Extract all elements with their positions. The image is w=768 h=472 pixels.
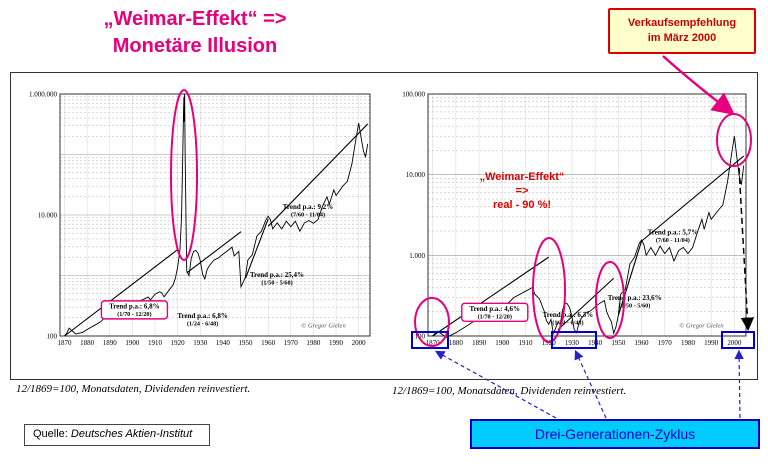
x-tick-label: 1960	[261, 339, 276, 347]
x-tick-label: 1880	[449, 339, 464, 347]
trend-label-period: (7/60 - 11/04)	[291, 212, 325, 219]
x-tick-label: 1960	[635, 339, 650, 347]
x-tick-label: 1930	[193, 339, 208, 347]
trend-label-box	[100, 300, 169, 320]
x-tick-label: 1970	[658, 339, 673, 347]
trend-label-box	[461, 302, 529, 323]
page-title-line2: Monetäre Illusion	[112, 35, 278, 57]
left-chart-caption: 12/1869=100, Monatsdaten, Dividenden rei…	[16, 383, 251, 395]
trend-label: Trend p.a.: 6,8%	[177, 312, 228, 320]
trend-line	[245, 218, 269, 279]
weimar-note-line3: real - 90 %!	[492, 199, 552, 211]
weimar-note-line1: „Weimar-Effekt“	[479, 171, 565, 183]
trend-label-period: (1/70 - 12/20)	[478, 313, 512, 320]
sell-note-line2: im März 2000	[647, 32, 717, 44]
trend-line	[432, 256, 550, 337]
source-prefix: Quelle:	[33, 428, 68, 440]
trend-label: Trend p.a.: 25,4%	[250, 271, 304, 279]
x-tick-label: 1880	[80, 339, 95, 347]
weimar-note-line2: =>	[515, 185, 529, 197]
x-tick-label: 1970	[284, 339, 299, 347]
source-name: Deutsches Aktien-Institut	[70, 428, 193, 440]
x-tick-label: 1940	[216, 339, 231, 347]
y-tick-label: 100	[47, 333, 58, 341]
y-tick-label: 1.000.000	[29, 91, 58, 99]
source-box: Quelle: Deutsches Aktien-Institut	[24, 424, 210, 446]
trend-line	[64, 249, 178, 337]
x-tick-label: 1940	[588, 339, 603, 347]
y-tick-label: 1.000	[409, 252, 425, 260]
x-tick-label: 1980	[306, 339, 321, 347]
cycle-label-box: Drei-Generationen-Zyklus	[470, 419, 760, 449]
y-tick-label: 10.000	[406, 171, 426, 179]
trend-label: Trend p.a.: 5,7%	[648, 229, 699, 237]
x-tick-label: 1950	[611, 339, 626, 347]
trend-label: Trend p.a.: 6,8%	[109, 302, 160, 310]
trend-label-period: (7/60 - 11/04)	[656, 237, 690, 244]
x-tick-label: 1990	[704, 339, 719, 347]
copyright-label: © Gregor Gielen	[679, 323, 723, 330]
trend-line	[267, 123, 369, 227]
trend-line	[641, 155, 745, 242]
x-tick-label: 1920	[542, 339, 557, 347]
x-tick-label: 1890	[103, 339, 118, 347]
chart-frame	[10, 72, 758, 380]
x-tick-label: 1920	[171, 339, 186, 347]
y-tick-label: 100.000	[402, 91, 425, 99]
x-tick-label: 1910	[148, 339, 163, 347]
x-tick-label: 1980	[681, 339, 696, 347]
right-chart-caption: 12/1869=100, Monatsdaten, Dividenden rei…	[392, 385, 627, 397]
real-index-chart: 100 1.000 10.000 100.000 1870 1880 1890 1900 191…	[402, 91, 747, 347]
trend-label-period: (1/50 - 5/60)	[619, 302, 650, 309]
y-tick-label: 100	[415, 333, 426, 341]
trend-label-period: (1/50 - 5/60)	[261, 279, 292, 286]
plot-area	[428, 94, 746, 336]
trend-label-period: (1/24 - 6/48)	[187, 321, 218, 328]
page-title-line1: „Weimar-Effekt“ =>	[103, 8, 287, 30]
trend-label-period: (1/24 - 6/48)	[552, 319, 583, 326]
sell-recommendation-note: Verkaufsempfehlung im März 2000	[608, 8, 756, 54]
y-tick-label: 10.000	[38, 212, 58, 220]
trend-label: Trend p.a.: 9,2%	[283, 203, 334, 211]
x-tick-label: 2000	[352, 339, 367, 347]
x-tick-label: 1870	[58, 339, 73, 347]
trend-label: Trend p.a.: 23,6%	[608, 294, 662, 302]
x-tick-label: 1910	[518, 339, 533, 347]
x-tick-label: 1950	[239, 339, 254, 347]
plot-border	[59, 93, 371, 337]
x-tick-label: 1930	[565, 339, 580, 347]
nominal-index-chart: 100 10.000 1.000.000 1870 1880 1890 1900 1910 19…	[29, 91, 371, 347]
trend-label-period: (1/70 - 12/20)	[117, 311, 151, 318]
trend-label: Trend p.a.: 4,6%	[470, 305, 521, 313]
trend-line	[186, 231, 242, 274]
x-tick-label: 1900	[495, 339, 510, 347]
x-tick-label: 2000	[727, 339, 742, 347]
copyright-label: © Gregor Gielen	[301, 323, 345, 330]
x-tick-label: 1870	[426, 339, 441, 347]
weimar-effect-note: „Weimar-Effekt“ => real - 90 %!	[462, 170, 582, 212]
x-tick-label: 1990	[329, 339, 344, 347]
trend-label: Trend p.a.: 6,3%	[543, 311, 594, 319]
x-tick-label: 1900	[125, 339, 140, 347]
x-tick-label: 1890	[472, 339, 487, 347]
sell-note-line1: Verkaufsempfehlung	[627, 17, 737, 29]
page-title: „Weimar-Effekt“ => Monetäre Illusion	[90, 6, 300, 60]
